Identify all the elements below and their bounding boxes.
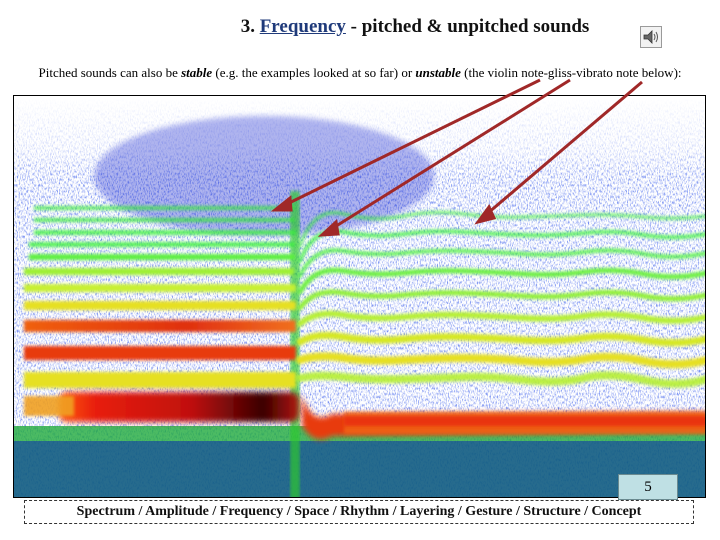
subtitle: Pitched sounds can also be stable (e.g. … [0,65,720,81]
slide-title: 3. Frequency - pitched & unpitched sound… [0,16,720,38]
spectrogram-image [13,95,706,498]
stable-term: stable [181,65,213,80]
speaker-icon[interactable] [640,26,662,48]
topic-navigation-bar[interactable]: Spectrum / Amplitude / Frequency / Space… [24,500,694,524]
title-number: 3. [240,16,260,37]
subtitle-part3: (the violin note-gliss-vibrato note belo… [460,65,682,80]
subtitle-part2: (e.g. the examples looked at so far) or [212,65,416,80]
spectrogram-graphic [14,96,705,497]
title-rest: - pitched & unpitched sounds [345,16,590,37]
page-number-badge: 5 [618,474,678,500]
unstable-term: unstable [415,65,461,80]
frequency-link[interactable]: Frequency [259,16,346,37]
subtitle-part1: Pitched sounds can also be [38,65,182,80]
